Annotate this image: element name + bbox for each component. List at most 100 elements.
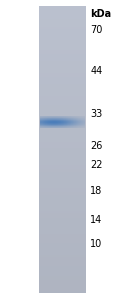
Bar bbox=[55, 124, 56, 125]
Bar bbox=[41, 125, 42, 126]
Bar bbox=[65, 119, 66, 120]
Bar bbox=[69, 121, 70, 122]
Bar bbox=[73, 123, 74, 124]
Bar bbox=[70, 119, 71, 120]
Bar bbox=[51, 121, 52, 122]
Bar bbox=[68, 117, 69, 118]
Bar bbox=[67, 119, 68, 120]
Bar bbox=[48, 127, 49, 128]
Bar bbox=[79, 122, 80, 123]
Bar bbox=[68, 118, 69, 119]
Bar bbox=[60, 117, 61, 118]
Bar bbox=[63, 127, 64, 128]
Bar bbox=[82, 121, 83, 122]
Bar bbox=[39, 164, 86, 167]
Bar bbox=[48, 117, 49, 118]
Bar bbox=[59, 118, 60, 119]
Bar bbox=[62, 117, 63, 118]
Bar bbox=[56, 117, 57, 118]
Bar bbox=[39, 153, 86, 155]
Bar bbox=[55, 121, 56, 122]
Bar bbox=[46, 118, 47, 119]
Bar bbox=[65, 125, 66, 126]
Bar bbox=[39, 178, 86, 180]
Bar bbox=[40, 119, 41, 120]
Bar bbox=[75, 116, 76, 117]
Bar bbox=[47, 120, 48, 121]
Bar bbox=[39, 170, 86, 173]
Bar bbox=[77, 120, 78, 121]
Bar bbox=[51, 127, 52, 128]
Bar bbox=[45, 118, 46, 119]
Bar bbox=[49, 120, 50, 121]
Bar bbox=[51, 119, 52, 120]
Bar bbox=[71, 118, 72, 119]
Bar bbox=[64, 119, 65, 120]
Bar bbox=[51, 119, 52, 120]
Bar bbox=[40, 120, 41, 121]
Bar bbox=[46, 117, 47, 118]
Bar bbox=[53, 119, 54, 120]
Bar bbox=[62, 124, 63, 125]
Bar bbox=[39, 216, 86, 218]
Bar bbox=[69, 122, 70, 123]
Bar bbox=[42, 120, 43, 121]
Bar bbox=[39, 201, 86, 203]
Bar bbox=[76, 119, 77, 120]
Bar bbox=[74, 118, 75, 119]
Bar bbox=[65, 127, 66, 128]
Bar bbox=[56, 122, 57, 123]
Bar bbox=[46, 122, 47, 123]
Bar bbox=[77, 127, 78, 128]
Bar bbox=[39, 264, 86, 266]
Bar bbox=[75, 118, 76, 119]
Bar bbox=[43, 125, 44, 126]
Bar bbox=[54, 123, 55, 124]
Bar bbox=[39, 279, 86, 282]
Bar bbox=[69, 120, 70, 121]
Bar bbox=[48, 124, 49, 125]
Bar bbox=[60, 125, 61, 126]
Bar bbox=[45, 117, 46, 118]
Bar bbox=[71, 120, 72, 121]
Bar bbox=[43, 117, 44, 118]
Bar bbox=[53, 123, 54, 124]
Bar bbox=[68, 126, 69, 127]
Bar bbox=[60, 119, 61, 120]
Bar bbox=[71, 122, 72, 123]
Bar bbox=[73, 116, 74, 117]
Bar bbox=[65, 127, 66, 128]
Bar bbox=[82, 126, 83, 127]
Bar bbox=[64, 121, 65, 122]
Bar bbox=[39, 191, 86, 193]
Bar bbox=[78, 124, 79, 125]
Bar bbox=[39, 19, 86, 21]
Bar bbox=[57, 118, 58, 119]
Bar bbox=[69, 126, 70, 127]
Bar bbox=[71, 126, 72, 127]
Bar bbox=[50, 126, 51, 127]
Bar bbox=[80, 117, 81, 118]
Bar bbox=[49, 117, 50, 118]
Bar bbox=[67, 127, 68, 128]
Bar bbox=[61, 116, 62, 117]
Bar bbox=[60, 120, 61, 121]
Bar bbox=[49, 119, 50, 120]
Bar bbox=[66, 120, 67, 121]
Bar bbox=[45, 126, 46, 127]
Bar bbox=[84, 116, 85, 117]
Bar bbox=[45, 120, 46, 121]
Bar bbox=[44, 118, 45, 119]
Bar bbox=[57, 126, 58, 127]
Bar bbox=[65, 123, 66, 124]
Bar bbox=[52, 123, 53, 124]
Bar bbox=[55, 127, 56, 128]
Bar bbox=[57, 122, 58, 123]
Bar bbox=[73, 120, 74, 121]
Bar bbox=[77, 122, 78, 123]
Bar bbox=[73, 119, 74, 120]
Bar bbox=[63, 116, 64, 117]
Bar bbox=[74, 119, 75, 120]
Bar bbox=[39, 220, 86, 222]
Bar bbox=[50, 124, 51, 125]
